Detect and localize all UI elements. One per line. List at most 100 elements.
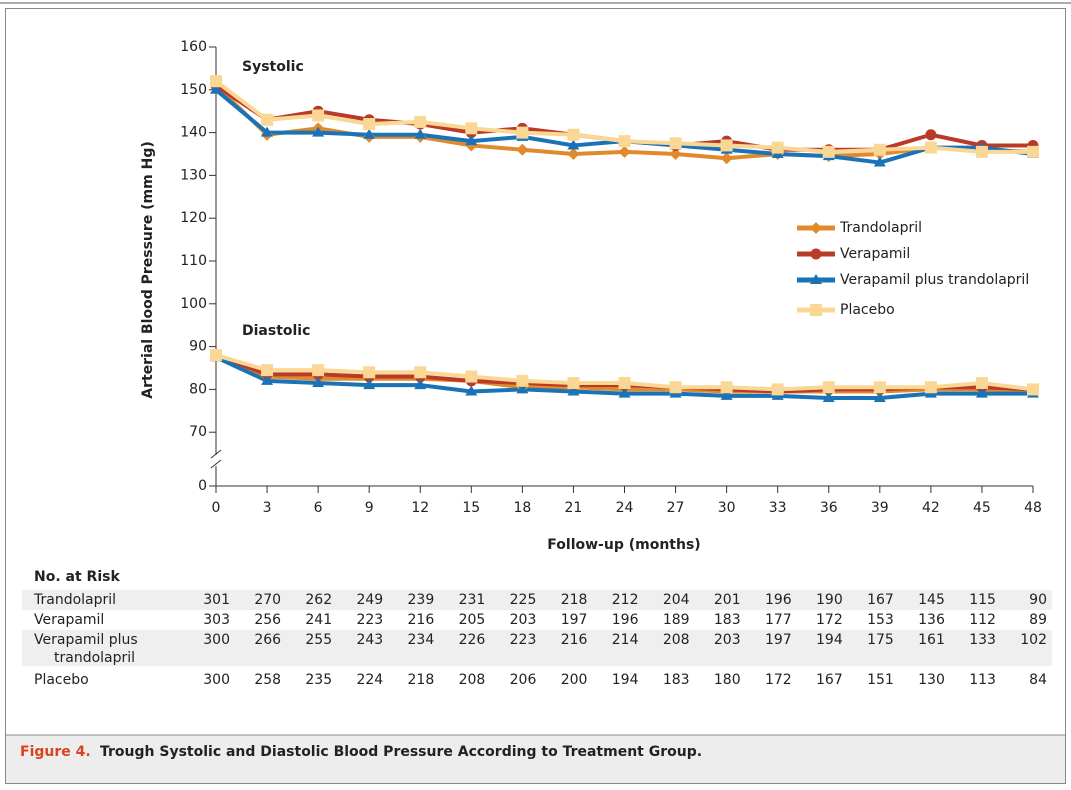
row-bg: [22, 590, 1052, 610]
risk-value: 235: [305, 672, 332, 688]
x-tick-label: 30: [718, 500, 736, 516]
x-tick-label: 15: [462, 500, 480, 516]
risk-value: 172: [765, 672, 792, 688]
marker: [261, 126, 274, 137]
marker: [810, 248, 822, 260]
risk-value: 225: [510, 592, 537, 608]
x-axis-title: Follow-up (months): [547, 537, 700, 553]
x-tick-label: 12: [411, 500, 429, 516]
marker: [312, 109, 325, 122]
risk-value: 180: [714, 672, 741, 688]
marker: [924, 381, 937, 394]
y-tick-label: 90: [189, 339, 207, 355]
y-tick-label: 140: [180, 125, 207, 141]
marker: [720, 389, 733, 400]
marker: [925, 129, 937, 141]
risk-value: 208: [663, 632, 690, 648]
risk-value: 226: [459, 632, 486, 648]
marker: [810, 274, 822, 284]
risk-value: 196: [612, 612, 639, 628]
x-tick-label: 48: [1024, 500, 1042, 516]
marker: [312, 376, 325, 387]
marker: [465, 370, 478, 383]
risk-value: 161: [918, 632, 945, 648]
marker: [516, 126, 529, 139]
risk-value: 270: [254, 592, 281, 608]
marker: [720, 381, 733, 394]
legend-label: Verapamil: [840, 246, 910, 262]
legend-label: Trandolapril: [839, 220, 922, 236]
risk-value: 175: [867, 632, 894, 648]
risk-value: 194: [816, 632, 843, 648]
risk-value: 136: [918, 612, 945, 628]
marker: [975, 145, 988, 158]
marker: [975, 387, 988, 398]
marker: [618, 145, 631, 158]
marker: [1027, 145, 1039, 158]
risk-value: 241: [305, 612, 332, 628]
risk-value: 203: [714, 632, 741, 648]
marker: [810, 304, 822, 316]
risk-value: 204: [663, 592, 690, 608]
marker: [822, 391, 835, 402]
marker: [618, 387, 631, 398]
x-tick-label: 24: [616, 500, 634, 516]
marker: [516, 143, 529, 156]
risk-value: 153: [867, 612, 894, 628]
risk-row-label: Verapamil: [34, 612, 104, 628]
x-tick-label: 45: [973, 500, 991, 516]
risk-value: 203: [510, 612, 537, 628]
y-axis-title: Arterial Blood Pressure (mm Hg): [140, 141, 156, 399]
marker: [414, 366, 427, 379]
risk-value: 303: [203, 612, 230, 628]
risk-value: 167: [867, 592, 894, 608]
marker: [567, 148, 580, 160]
marker: [210, 349, 222, 362]
marker: [312, 364, 325, 377]
marker: [873, 143, 886, 156]
marker: [771, 141, 784, 154]
marker: [414, 379, 427, 390]
risk-value: 90: [1029, 592, 1047, 608]
marker: [1027, 383, 1039, 396]
y-tick-label: 70: [189, 424, 207, 440]
marker: [873, 391, 886, 402]
risk-value: 189: [663, 612, 690, 628]
risk-value: 84: [1029, 672, 1047, 688]
risk-value: 190: [816, 592, 843, 608]
y-tick-label: 150: [180, 82, 207, 98]
risk-value: 223: [356, 612, 383, 628]
risk-value: 194: [612, 672, 639, 688]
marker: [618, 376, 631, 389]
risk-value: 167: [816, 672, 843, 688]
marker: [465, 135, 478, 146]
risk-value: 112: [969, 612, 996, 628]
marker: [873, 381, 886, 394]
marker: [210, 75, 222, 88]
risk-row-label: Trandolapril: [33, 592, 116, 608]
x-tick-label: 6: [314, 500, 323, 516]
marker: [516, 374, 529, 387]
risk-value: 197: [561, 612, 588, 628]
risk-value: 266: [254, 632, 281, 648]
risk-value: 206: [510, 672, 537, 688]
marker: [567, 139, 580, 150]
risk-value: 223: [510, 632, 537, 648]
risk-value: 130: [918, 672, 945, 688]
risk-value: 208: [459, 672, 486, 688]
x-tick-label: 3: [263, 500, 272, 516]
risk-value: 255: [305, 632, 332, 648]
marker: [975, 376, 988, 389]
risk-value: 231: [459, 592, 486, 608]
marker: [261, 113, 274, 126]
marker: [720, 139, 733, 152]
marker: [363, 128, 376, 139]
risk-value: 177: [765, 612, 792, 628]
risk-value: 113: [969, 672, 996, 688]
marker: [516, 383, 529, 394]
risk-value: 89: [1029, 612, 1047, 628]
marker: [312, 126, 325, 137]
risk-value: 133: [969, 632, 996, 648]
x-tick-label: 9: [365, 500, 374, 516]
